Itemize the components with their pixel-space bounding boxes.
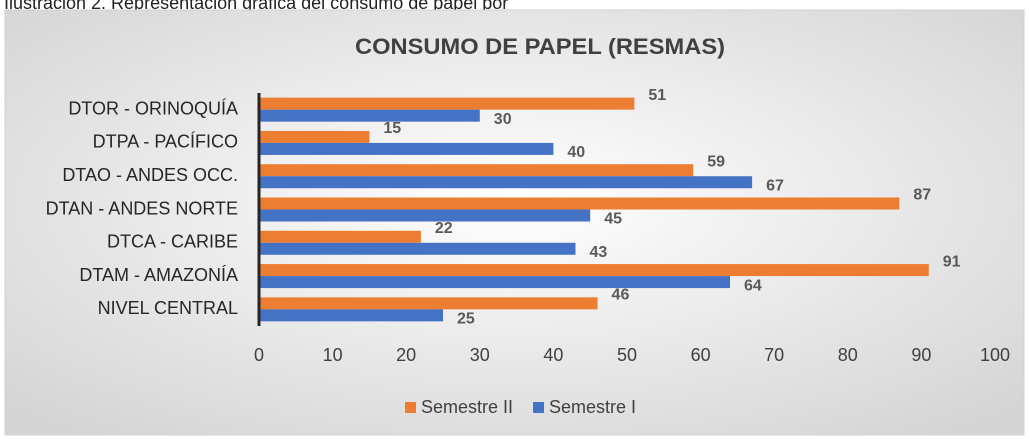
x-tick-label: 50 [617, 345, 637, 365]
bar [259, 130, 370, 143]
legend-swatch [405, 402, 416, 413]
legend-label: Semestre I [549, 397, 636, 417]
bar [259, 209, 591, 222]
legend-swatch [533, 402, 545, 413]
value-label: 43 [589, 244, 607, 261]
x-tick-label: 80 [838, 345, 858, 365]
value-label: 15 [383, 120, 401, 137]
chart-area [4, 9, 1025, 436]
value-label: 25 [457, 311, 475, 328]
value-label: 30 [494, 111, 512, 128]
bar [259, 164, 694, 177]
value-label: 59 [707, 153, 725, 170]
bar [259, 230, 421, 243]
value-label: 45 [604, 211, 622, 228]
y-tick-label: DTCA - CARIBE [107, 232, 238, 252]
x-tick-label: 0 [254, 345, 264, 365]
x-tick-label: 20 [396, 345, 416, 365]
value-label: 22 [435, 220, 453, 237]
value-label: 40 [567, 144, 585, 161]
legend-label: Semestre II [421, 397, 513, 417]
y-tick-label: DTPA - PACÍFICO [93, 132, 238, 152]
x-tick-label: 100 [980, 345, 1010, 365]
bar [259, 176, 753, 189]
y-tick-label: DTAN - ANDES NORTE [46, 198, 238, 218]
value-label: 91 [943, 253, 961, 270]
bar [259, 297, 598, 310]
bar [259, 309, 443, 322]
bar [259, 142, 554, 155]
x-tick-label: 40 [543, 345, 563, 365]
value-label: 46 [612, 287, 630, 304]
x-tick-label: 90 [911, 345, 931, 365]
y-tick-label: DTAM - AMAZONÍA [79, 265, 238, 285]
y-tick-label: DTOR - ORINOQUÍA [68, 98, 238, 118]
chart-title: CONSUMO DE PAPEL (RESMAS) [355, 34, 725, 59]
bar [259, 242, 576, 255]
value-label: 67 [766, 177, 784, 194]
bar [259, 197, 900, 210]
bar [259, 276, 731, 289]
x-tick-label: 70 [764, 345, 784, 365]
y-tick-label: NIVEL CENTRAL [98, 298, 238, 318]
y-tick-label: DTAO - ANDES OCC. [62, 165, 238, 185]
bar [259, 97, 635, 110]
bar [259, 109, 480, 122]
x-tick-label: 10 [323, 345, 343, 365]
value-label: 87 [913, 187, 931, 204]
bar [259, 264, 929, 277]
x-tick-label: 60 [691, 345, 711, 365]
value-label: 51 [648, 87, 666, 104]
x-tick-label: 30 [470, 345, 490, 365]
value-label: 64 [744, 277, 762, 294]
